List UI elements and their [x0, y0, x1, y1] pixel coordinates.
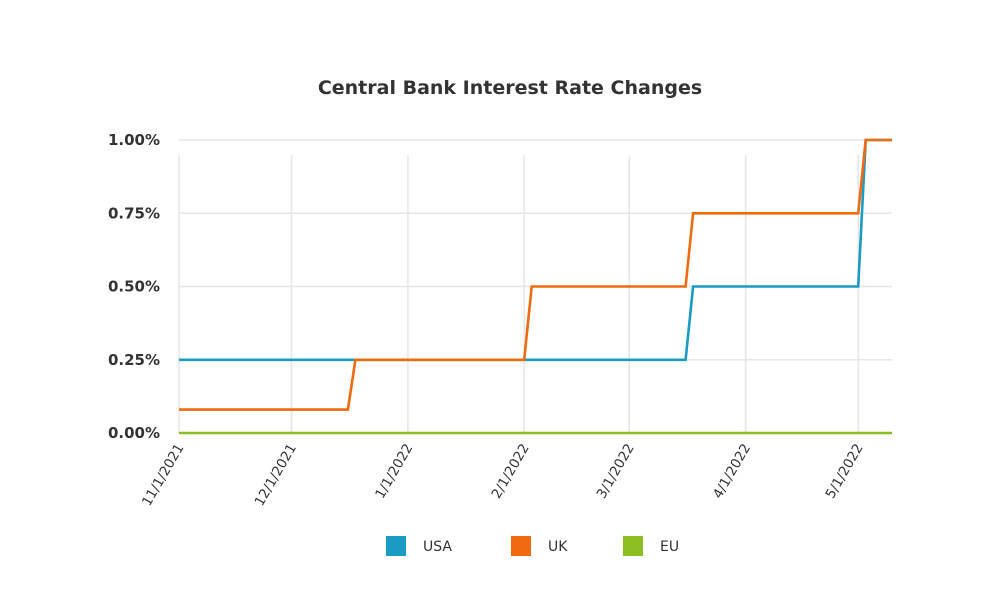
x-axis: 11/1/2021 12/1/2021 1/1/2022 2/1/2022 3/1/20… — [139, 441, 867, 509]
legend-swatch — [511, 536, 531, 556]
chart-title: Central Bank Interest Rate Changes — [318, 77, 702, 99]
series-line-uk — [179, 138, 892, 411]
legend-label: USA — [423, 539, 452, 555]
x-tick-label: 12/1/2021 — [252, 441, 300, 509]
x-tick-label: 1/1/2022 — [372, 441, 416, 502]
legend-item-uk: UK — [511, 536, 568, 556]
y-tick-label: 1.00% — [108, 131, 160, 149]
y-tick-label: 0.75% — [108, 204, 160, 222]
legend: USA UK EU — [386, 536, 679, 556]
x-tick-label: 5/1/2022 — [823, 441, 867, 502]
x-tick-label: 4/1/2022 — [710, 441, 754, 502]
series-line-usa — [179, 138, 892, 362]
y-tick-label: 0.25% — [108, 351, 160, 369]
y-tick-label: 0.50% — [108, 278, 160, 296]
legend-item-usa: USA — [386, 536, 452, 556]
x-tick-label: 3/1/2022 — [594, 441, 638, 502]
legend-swatch — [623, 536, 643, 556]
series-lines — [179, 138, 892, 435]
x-tick-label: 11/1/2021 — [139, 441, 187, 509]
legend-label: EU — [660, 539, 679, 555]
y-tick-label: 0.00% — [108, 424, 160, 442]
y-axis: 0.00% 0.25% 0.50% 0.75% 1.00% — [108, 131, 160, 442]
legend-swatch — [386, 536, 406, 556]
legend-item-eu: EU — [623, 536, 679, 556]
legend-label: UK — [548, 539, 568, 555]
x-tick-label: 2/1/2022 — [489, 441, 533, 502]
